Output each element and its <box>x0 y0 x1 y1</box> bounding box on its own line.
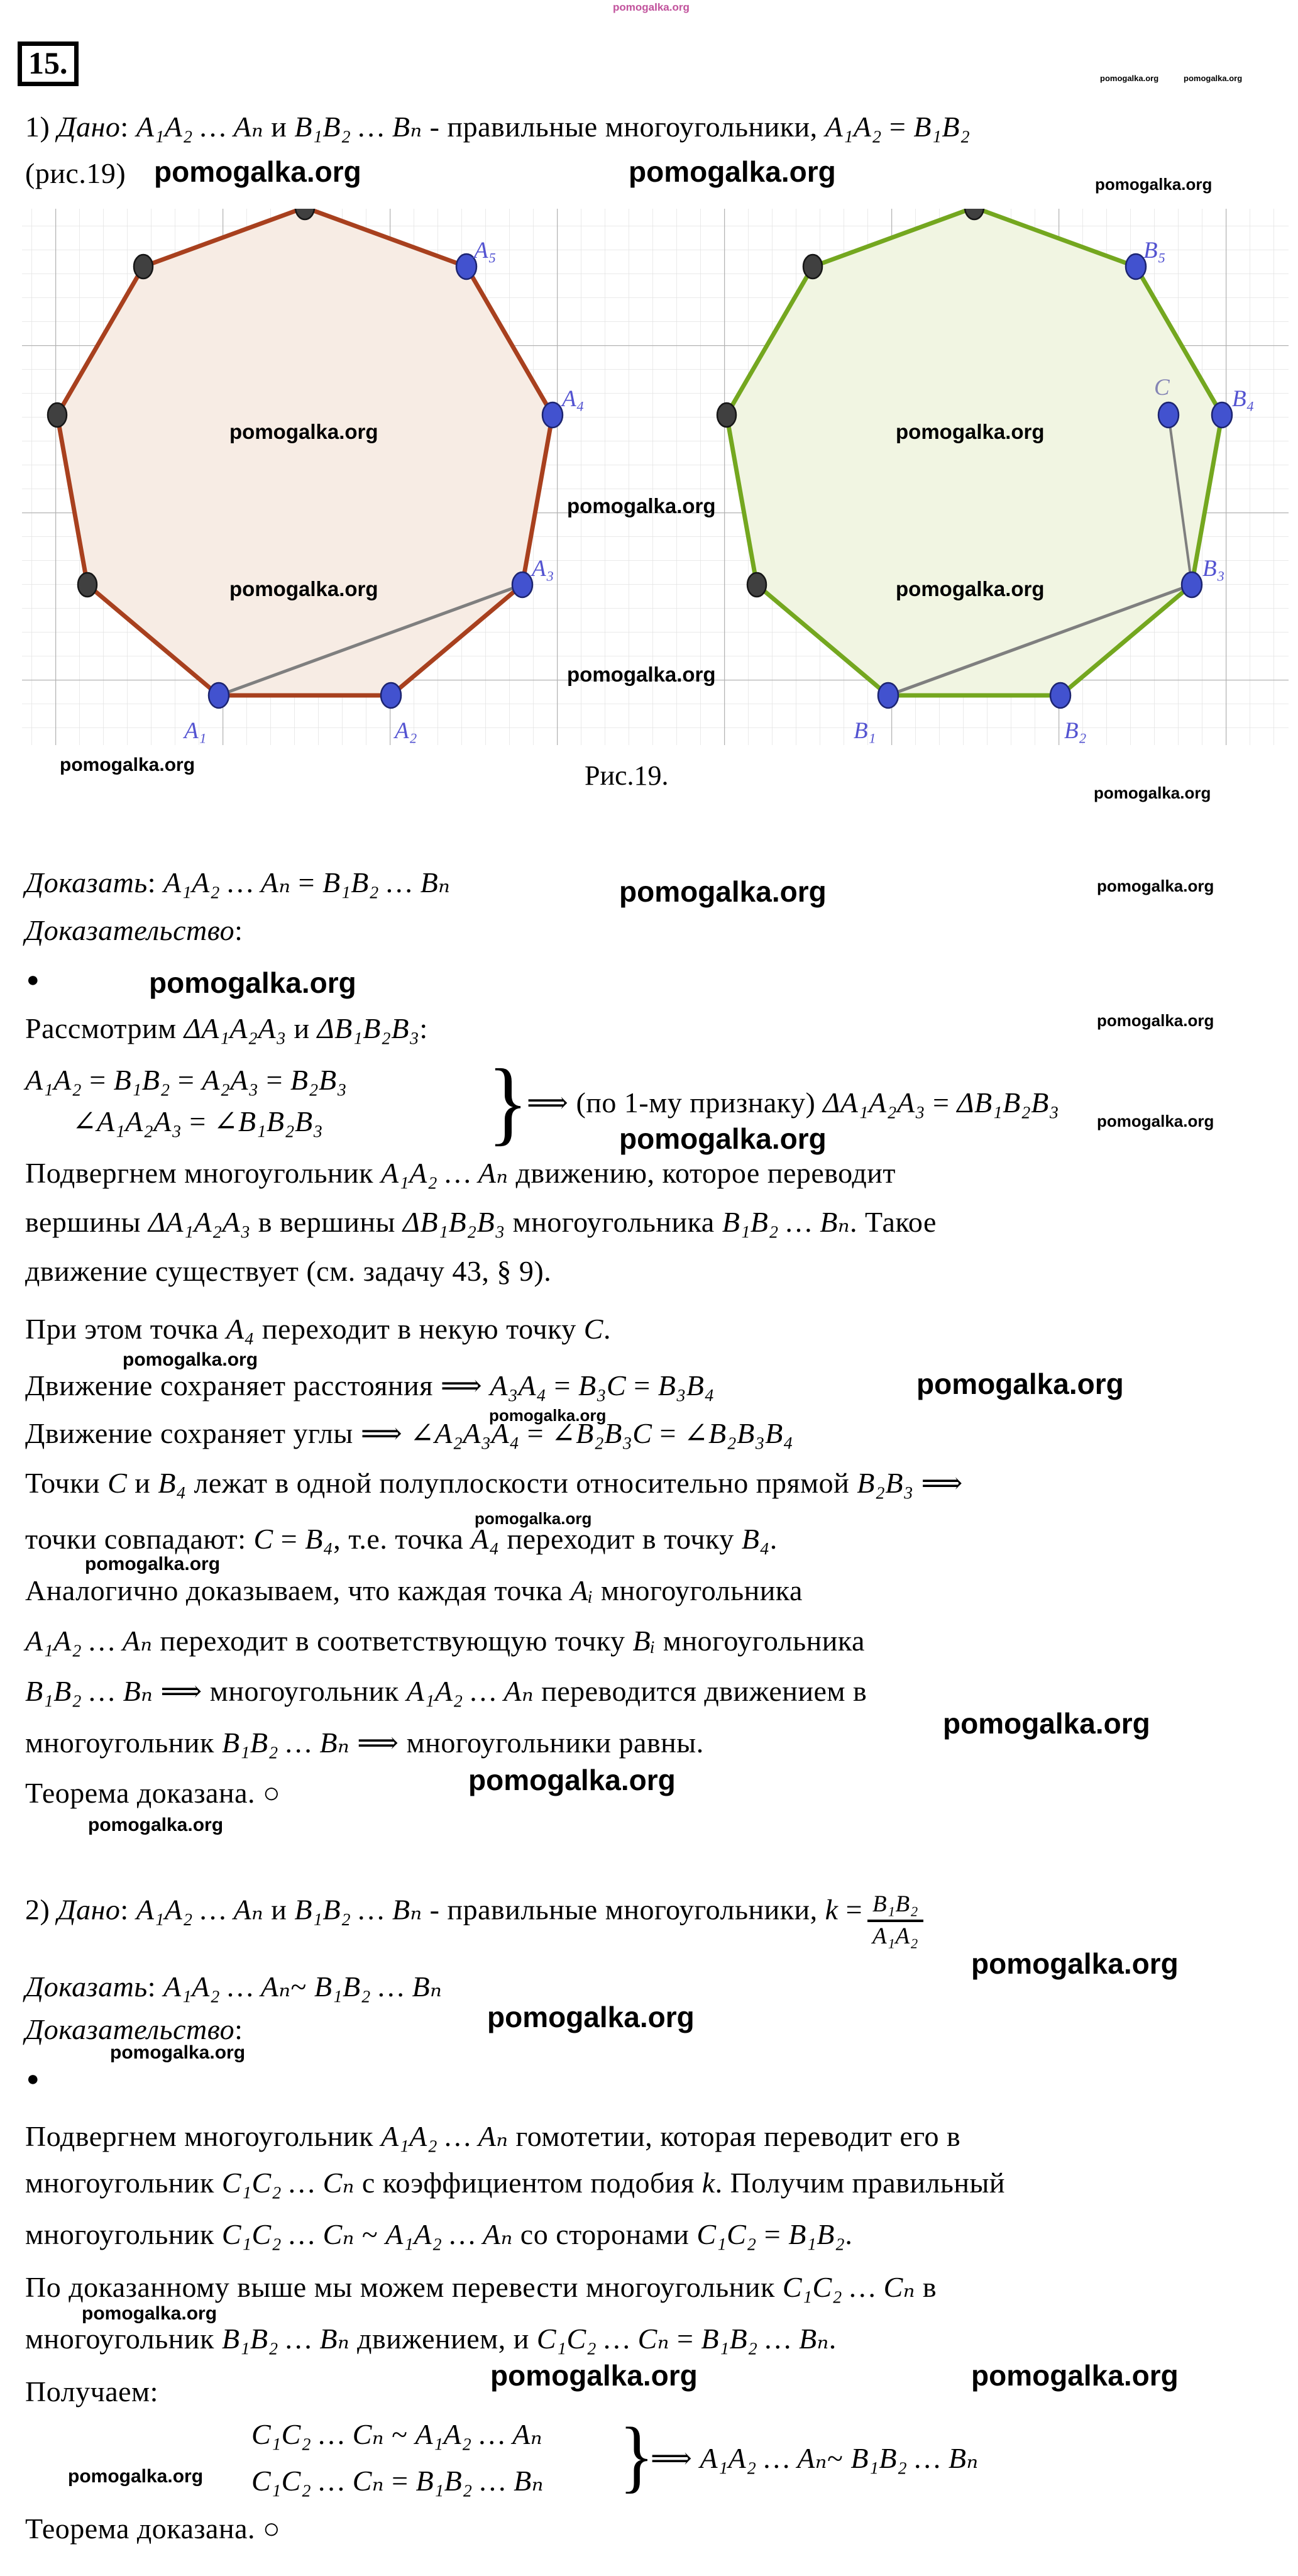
watermark: pomogalka.org <box>149 966 356 999</box>
watermark: pomogalka.org <box>1097 1011 1214 1030</box>
watermark: pomogalka.org <box>1094 783 1211 802</box>
system-brace: } <box>619 2411 654 2501</box>
watermark: pomogalka.org <box>1097 876 1214 895</box>
paragraph-line: Получаем: <box>25 2375 158 2407</box>
paragraph-line: многоугольник B₁B₂ … Bₙ движением, и C₁C… <box>25 2323 837 2355</box>
system2-line-2: C₁C₂ … Cₙ = B₁B₂ … Bₙ <box>251 2465 544 2497</box>
paragraph-line: многоугольник C₁C₂ … Cₙ с коэффициентом … <box>25 2167 1006 2199</box>
vertex-label-a1: A₁ <box>182 718 206 744</box>
paragraph-line: многоугольник B₁B₂ … Bₙ ⟹ многоугольники… <box>25 1727 704 1759</box>
paragraph-line: точки совпадают: C = B₄, т.е. точка A₄ п… <box>25 1523 778 1555</box>
theorem-proved-line: Теорема доказана. ○ <box>25 2512 281 2545</box>
watermark: pomogalka.org <box>896 577 1045 600</box>
paragraph-line: Аналогично доказываем, что каждая точка … <box>25 1574 803 1606</box>
fraction-numerator: B₁B₂ <box>867 1891 923 1922</box>
polygon-a <box>55 209 555 698</box>
consider-line: Рассмотрим ΔA₁A₂A₃ и ΔB₁B₂B₃: <box>25 1012 428 1044</box>
watermark: pomogalka.org <box>619 875 827 908</box>
paragraph-line: Подвергнем многоугольник A₁A₂ … Aₙ гомот… <box>25 2120 961 2152</box>
paragraph-line: Движение сохраняет расстояния ⟹ A₃A₄ = B… <box>25 1369 715 1401</box>
paragraph-line: вершины ΔA₁A₂A₃ в вершины ΔB₁B₂B₃ многоу… <box>25 1206 937 1238</box>
labeled-vertices <box>207 253 1233 709</box>
system1-line-2: ∠A₁A₂A₃ = ∠B₁B₂B₃ <box>72 1105 324 1137</box>
watermark: pomogalka.org <box>468 1764 676 1796</box>
proof2-label: Доказательство: <box>25 2013 243 2045</box>
polygon-b <box>724 209 1224 698</box>
problem-number-box: 15. <box>18 41 79 86</box>
point-label-c: C <box>1154 375 1170 401</box>
paragraph-line: движение существует (см. задачу 43, § 9)… <box>25 1255 552 1287</box>
statement2-text: 2) Дано: A₁A₂ … Aₙ и B₁B₂ … Bₙ - правиль… <box>25 1893 863 1926</box>
watermark: pomogalka.org <box>1100 74 1159 83</box>
system1-conclusion: ⟹ (по 1-му признаку) ΔA₁A₂A₃ = ΔB₁B₂B₃ <box>527 1086 1060 1119</box>
watermark: pomogalka.org <box>971 1947 1179 1980</box>
unlabeled-vertices <box>47 209 985 598</box>
watermark: pomogalka.org <box>1095 175 1213 194</box>
watermark: pomogalka.org <box>487 2001 695 2033</box>
vertex-label-a2: A₂ <box>393 718 417 744</box>
watermark: pomogalka.org <box>475 1509 592 1528</box>
watermark: pomogalka.org <box>82 2303 217 2324</box>
watermark: pomogalka.org <box>110 2042 246 2063</box>
segment-c-b3 <box>1167 414 1193 585</box>
watermark: pomogalka.org <box>490 2359 698 2392</box>
bullet-marker: ● <box>26 968 40 992</box>
watermark: pomogalka.org <box>916 1368 1124 1400</box>
statement2-line: 2) Дано: A₁A₂ … Aₙ и B₁B₂ … Bₙ - правиль… <box>25 1891 923 1950</box>
watermark: pomogalka.org <box>60 755 195 775</box>
segment-a1-a3 <box>218 583 523 697</box>
watermark: pomogalka.org <box>567 663 716 686</box>
statement-line-2: (рис.19) <box>25 157 126 189</box>
watermark: pomogalka.org <box>1097 1112 1214 1130</box>
paragraph-line: Движение сохраняет углы ⟹ ∠A₂A₃A₄ = ∠B₂B… <box>25 1417 794 1449</box>
watermark: pomogalka.org <box>229 577 378 600</box>
figure-caption: Рис.19. <box>585 760 669 791</box>
segment-b1-b3 <box>888 583 1192 697</box>
watermark: pomogalka.org <box>971 2359 1179 2392</box>
watermark: pomogalka.org <box>613 1 690 13</box>
paragraph-line: A₁A₂ … Aₙ переходит в соответствующую то… <box>25 1625 865 1657</box>
vertex-label-a3: A₃ <box>530 556 554 582</box>
theorem-proved-line: Теорема доказана. ○ <box>25 1777 281 1809</box>
vertex-label-b3: B₃ <box>1202 556 1224 582</box>
paragraph-line: B₁B₂ … Bₙ ⟹ многоугольник A₁A₂ … Aₙ пере… <box>25 1675 867 1707</box>
paragraph-line: Подвергнем многоугольник A₁A₂ … Aₙ движе… <box>25 1157 896 1189</box>
watermark: pomogalka.org <box>489 1406 607 1425</box>
watermark: pomogalka.org <box>85 1554 221 1574</box>
paragraph-line: многоугольник C₁C₂ … Cₙ ~ A₁A₂ … Aₙ со с… <box>25 2218 853 2250</box>
vertex-label-b4: B₄ <box>1232 386 1254 412</box>
system2-conclusion: ⟹ A₁A₂ … Aₙ~ B₁B₂ … Bₙ <box>651 2442 979 2474</box>
watermark: pomogalka.org <box>123 1349 258 1370</box>
fraction-denominator: A₁A₂ <box>872 1923 918 1949</box>
vertex-label-b5: B₅ <box>1143 238 1165 263</box>
watermark: pomogalka.org <box>88 1815 224 1835</box>
watermark: pomogalka.org <box>154 155 361 188</box>
bullet-marker: ● <box>26 2067 40 2091</box>
paragraph-line: По доказанному выше мы можем перевести м… <box>25 2271 937 2303</box>
watermark: pomogalka.org <box>68 2466 204 2487</box>
figure-19: A₁ A₂ A₃ A₄ A₅ B₁ B₂ B₃ B₄ B₅ C <box>22 209 1289 745</box>
paragraph-line: При этом точка A₄ переходит в некую точк… <box>25 1313 611 1345</box>
prove-line: Доказать: A₁A₂ … Aₙ = B₁B₂ … Bₙ <box>25 866 451 898</box>
paragraph-line: Точки C и B₄ лежат в одной полуплоскости… <box>25 1467 963 1499</box>
watermark: pomogalka.org <box>567 494 716 517</box>
proof-label: Доказательство: <box>25 914 243 946</box>
vertex-label-b1: B₁ <box>854 718 876 744</box>
system2-line-1: C₁C₂ … Cₙ ~ A₁A₂ … Aₙ <box>251 2418 542 2450</box>
vertex-label-a5: A₅ <box>472 238 496 263</box>
watermark: pomogalka.org <box>619 1122 827 1155</box>
watermark: pomogalka.org <box>629 155 836 188</box>
system1-line-1: A₁A₂ = B₁B₂ = A₂A₃ = B₂B₃ <box>25 1064 348 1096</box>
prove2-line: Доказать: A₁A₂ … Aₙ~ B₁B₂ … Bₙ <box>25 1971 443 2003</box>
watermark: pomogalka.org <box>229 420 378 443</box>
fraction-k: B₁B₂ A₁A₂ <box>867 1891 923 1950</box>
system-brace: } <box>487 1050 529 1154</box>
vertex-label-b2: B₂ <box>1064 718 1086 744</box>
watermark: pomogalka.org <box>896 420 1045 443</box>
statement-line-1: 1) Дано: A₁A₂ … Aₙ и B₁B₂ … Bₙ - правиль… <box>25 111 971 143</box>
watermark: pomogalka.org <box>943 1707 1150 1740</box>
watermark: pomogalka.org <box>1184 74 1243 83</box>
vertex-label-a4: A₄ <box>560 386 584 412</box>
